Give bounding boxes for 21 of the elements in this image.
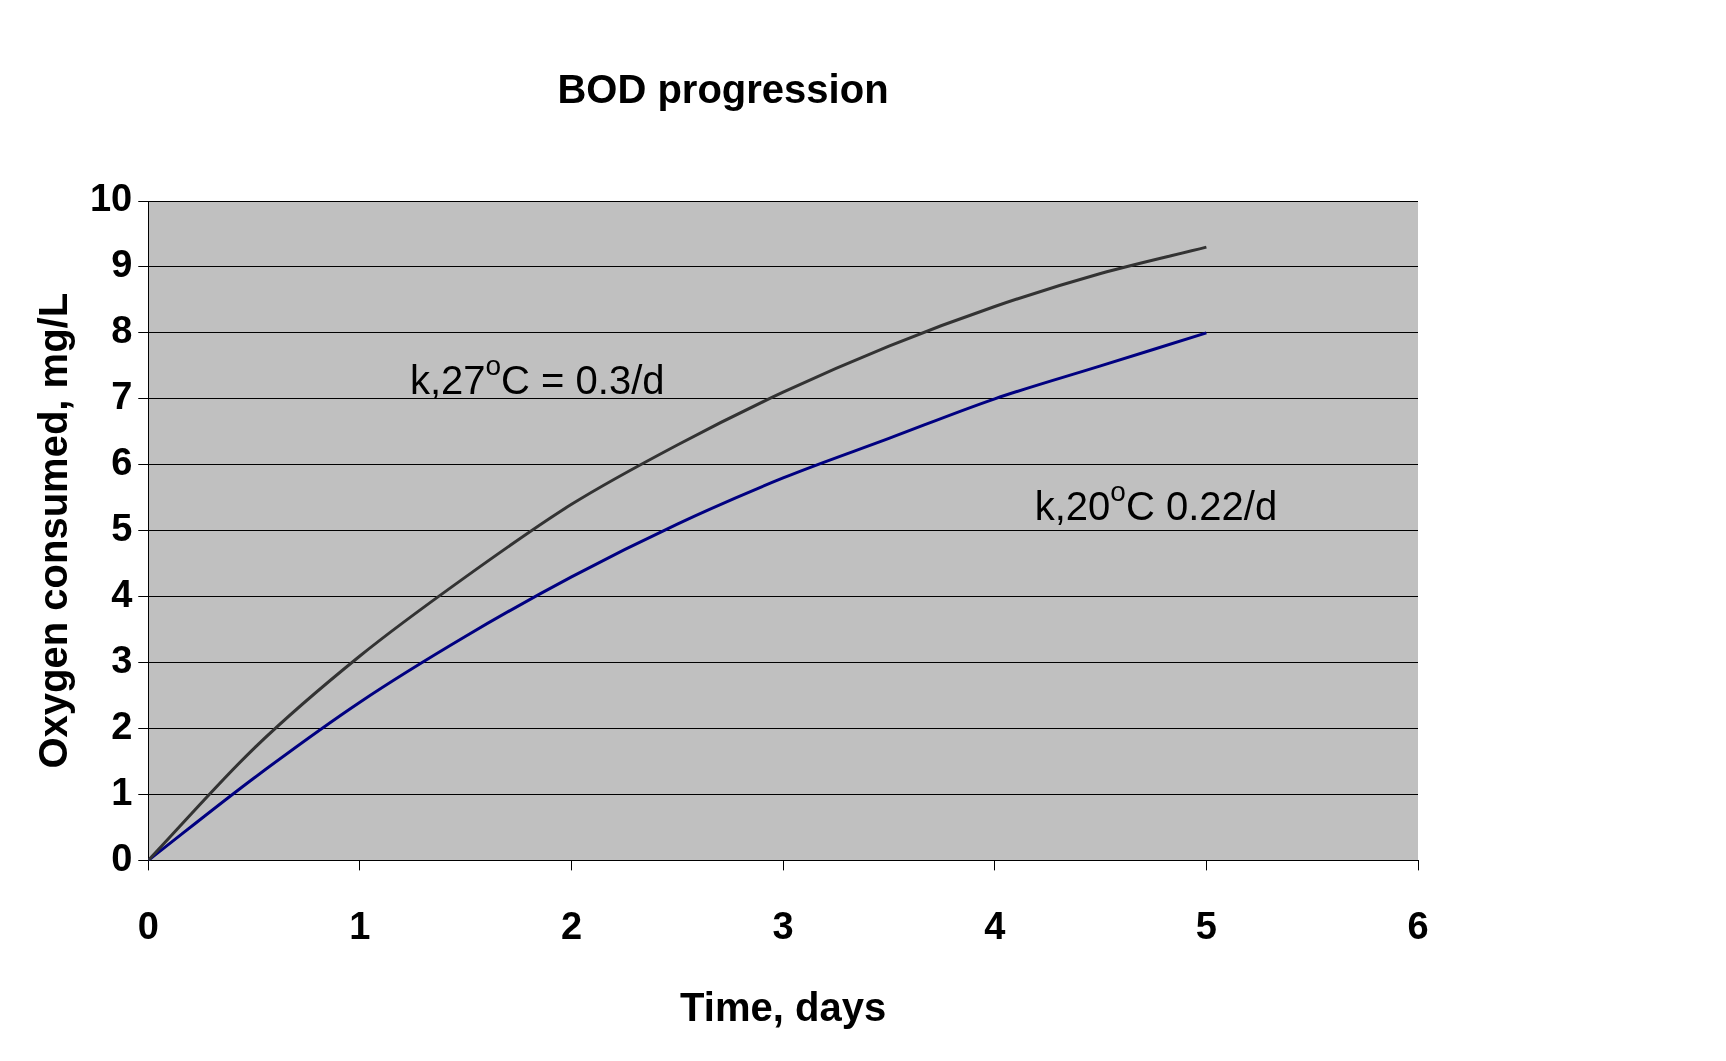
x-tick-label: 0 (137, 904, 159, 947)
y-tick-label: 0 (111, 836, 133, 879)
y-tick-label: 4 (111, 573, 133, 616)
x-tick-label: 3 (772, 904, 794, 947)
chart-title: BOD progression (557, 67, 889, 112)
y-tick-label: 9 (111, 243, 133, 286)
y-tick-label: 7 (111, 375, 133, 418)
y-tick-label: 5 (111, 507, 133, 550)
y-tick-label: 3 (111, 639, 133, 682)
y-tick-label: 8 (111, 309, 133, 352)
y-tick-label: 1 (111, 770, 133, 813)
y-axis-title: Oxygen consumed, mg/L (31, 292, 76, 769)
x-axis-title: Time, days (680, 985, 887, 1030)
y-tick-label: 6 (111, 441, 133, 484)
x-tick-label: 4 (984, 904, 1006, 947)
x-tick-label: 1 (349, 904, 371, 947)
x-tick-label: 6 (1407, 904, 1429, 947)
y-tick-label: 2 (111, 705, 133, 747)
x-tick-label: 2 (560, 904, 583, 947)
x-tick-label: 5 (1195, 904, 1217, 947)
y-tick-label: 10 (89, 177, 133, 220)
